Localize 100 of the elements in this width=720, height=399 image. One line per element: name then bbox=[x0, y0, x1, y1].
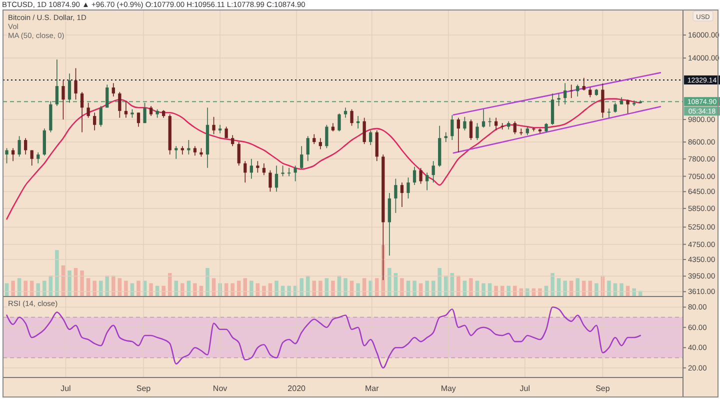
candlestick bbox=[476, 122, 479, 140]
bar bbox=[632, 288, 636, 296]
candlestick bbox=[425, 172, 429, 191]
candlestick bbox=[187, 140, 190, 155]
bar bbox=[250, 280, 254, 296]
candlestick bbox=[80, 92, 84, 133]
candlestick bbox=[463, 116, 466, 131]
candlestick bbox=[237, 142, 240, 166]
bar bbox=[262, 286, 266, 296]
candlestick bbox=[306, 136, 310, 162]
candlestick bbox=[118, 92, 122, 118]
bar bbox=[42, 280, 46, 296]
bar bbox=[331, 280, 335, 296]
candlestick bbox=[456, 117, 460, 153]
candlestick bbox=[582, 77, 586, 91]
candlestick bbox=[300, 146, 304, 170]
candlestick bbox=[614, 102, 617, 114]
candlestick bbox=[312, 134, 316, 144]
candlestick bbox=[86, 102, 90, 118]
x-tick-label: Jul bbox=[60, 384, 72, 393]
x-tick-label: Jul bbox=[520, 384, 530, 393]
bar bbox=[24, 280, 28, 296]
candlestick bbox=[544, 122, 548, 133]
bar bbox=[412, 280, 416, 296]
candlestick bbox=[388, 192, 391, 256]
candlestick bbox=[362, 117, 366, 144]
bar bbox=[400, 278, 404, 296]
candlestick bbox=[62, 80, 65, 120]
bar bbox=[193, 283, 197, 296]
bar bbox=[124, 280, 128, 296]
candlestick bbox=[5, 148, 8, 164]
bar bbox=[513, 286, 517, 296]
candlestick bbox=[55, 59, 59, 106]
candlestick bbox=[99, 106, 102, 128]
bar bbox=[80, 270, 84, 296]
bar bbox=[149, 283, 153, 296]
candlestick bbox=[274, 165, 278, 192]
candlestick bbox=[318, 138, 322, 150]
bar bbox=[438, 268, 442, 296]
bar bbox=[374, 278, 379, 296]
bar bbox=[469, 278, 473, 296]
x-tick-label: 2020 bbox=[288, 384, 306, 393]
candlestick bbox=[11, 148, 15, 162]
bar bbox=[506, 286, 510, 296]
candlestick bbox=[30, 150, 34, 166]
candlestick bbox=[432, 160, 435, 183]
candlestick bbox=[212, 116, 216, 135]
bar bbox=[306, 276, 310, 296]
candlestick bbox=[250, 158, 253, 180]
candlestick bbox=[93, 112, 96, 131]
bar bbox=[136, 280, 140, 296]
candlestick bbox=[180, 146, 184, 155]
candlestick bbox=[557, 93, 560, 106]
bar bbox=[456, 276, 460, 296]
candlestick bbox=[18, 136, 21, 158]
bar bbox=[287, 286, 291, 296]
bar bbox=[582, 280, 586, 296]
candlestick bbox=[244, 160, 247, 183]
candlestick bbox=[136, 112, 140, 128]
bar bbox=[206, 268, 210, 296]
candlestick bbox=[24, 138, 28, 155]
bar bbox=[230, 283, 234, 296]
bar bbox=[180, 283, 184, 296]
candlestick bbox=[394, 178, 398, 214]
bar bbox=[11, 280, 15, 296]
bar bbox=[300, 278, 304, 296]
candlestick bbox=[143, 102, 146, 124]
bar bbox=[344, 278, 348, 296]
candlestick bbox=[576, 84, 580, 97]
bar bbox=[482, 283, 486, 296]
candlestick bbox=[36, 152, 40, 164]
bar bbox=[112, 276, 116, 296]
bar bbox=[607, 280, 611, 296]
bar bbox=[494, 286, 498, 296]
candlestick bbox=[626, 99, 630, 114]
candlestick bbox=[193, 146, 197, 156]
bar bbox=[318, 280, 322, 296]
x-tick-label: Nov bbox=[212, 384, 228, 393]
bar bbox=[274, 280, 278, 296]
bar bbox=[563, 280, 567, 296]
candlestick bbox=[344, 107, 348, 118]
candlestick bbox=[287, 168, 291, 177]
candlestick bbox=[68, 73, 72, 104]
bar bbox=[36, 283, 40, 296]
candlestick bbox=[588, 87, 592, 98]
line-series bbox=[6, 306, 641, 369]
candlestick bbox=[338, 113, 341, 132]
bar bbox=[444, 276, 448, 296]
candlestick bbox=[74, 68, 78, 100]
candlestick bbox=[174, 146, 178, 160]
bar bbox=[162, 286, 166, 296]
candlestick bbox=[294, 165, 297, 182]
bar bbox=[68, 270, 72, 296]
bar bbox=[576, 278, 580, 296]
candlestick bbox=[400, 182, 404, 208]
candlestick bbox=[564, 82, 567, 105]
candlestick bbox=[494, 117, 498, 131]
x-tick-label: May bbox=[440, 384, 456, 393]
x-tick-label: Sep bbox=[596, 384, 610, 393]
bar bbox=[594, 283, 598, 296]
